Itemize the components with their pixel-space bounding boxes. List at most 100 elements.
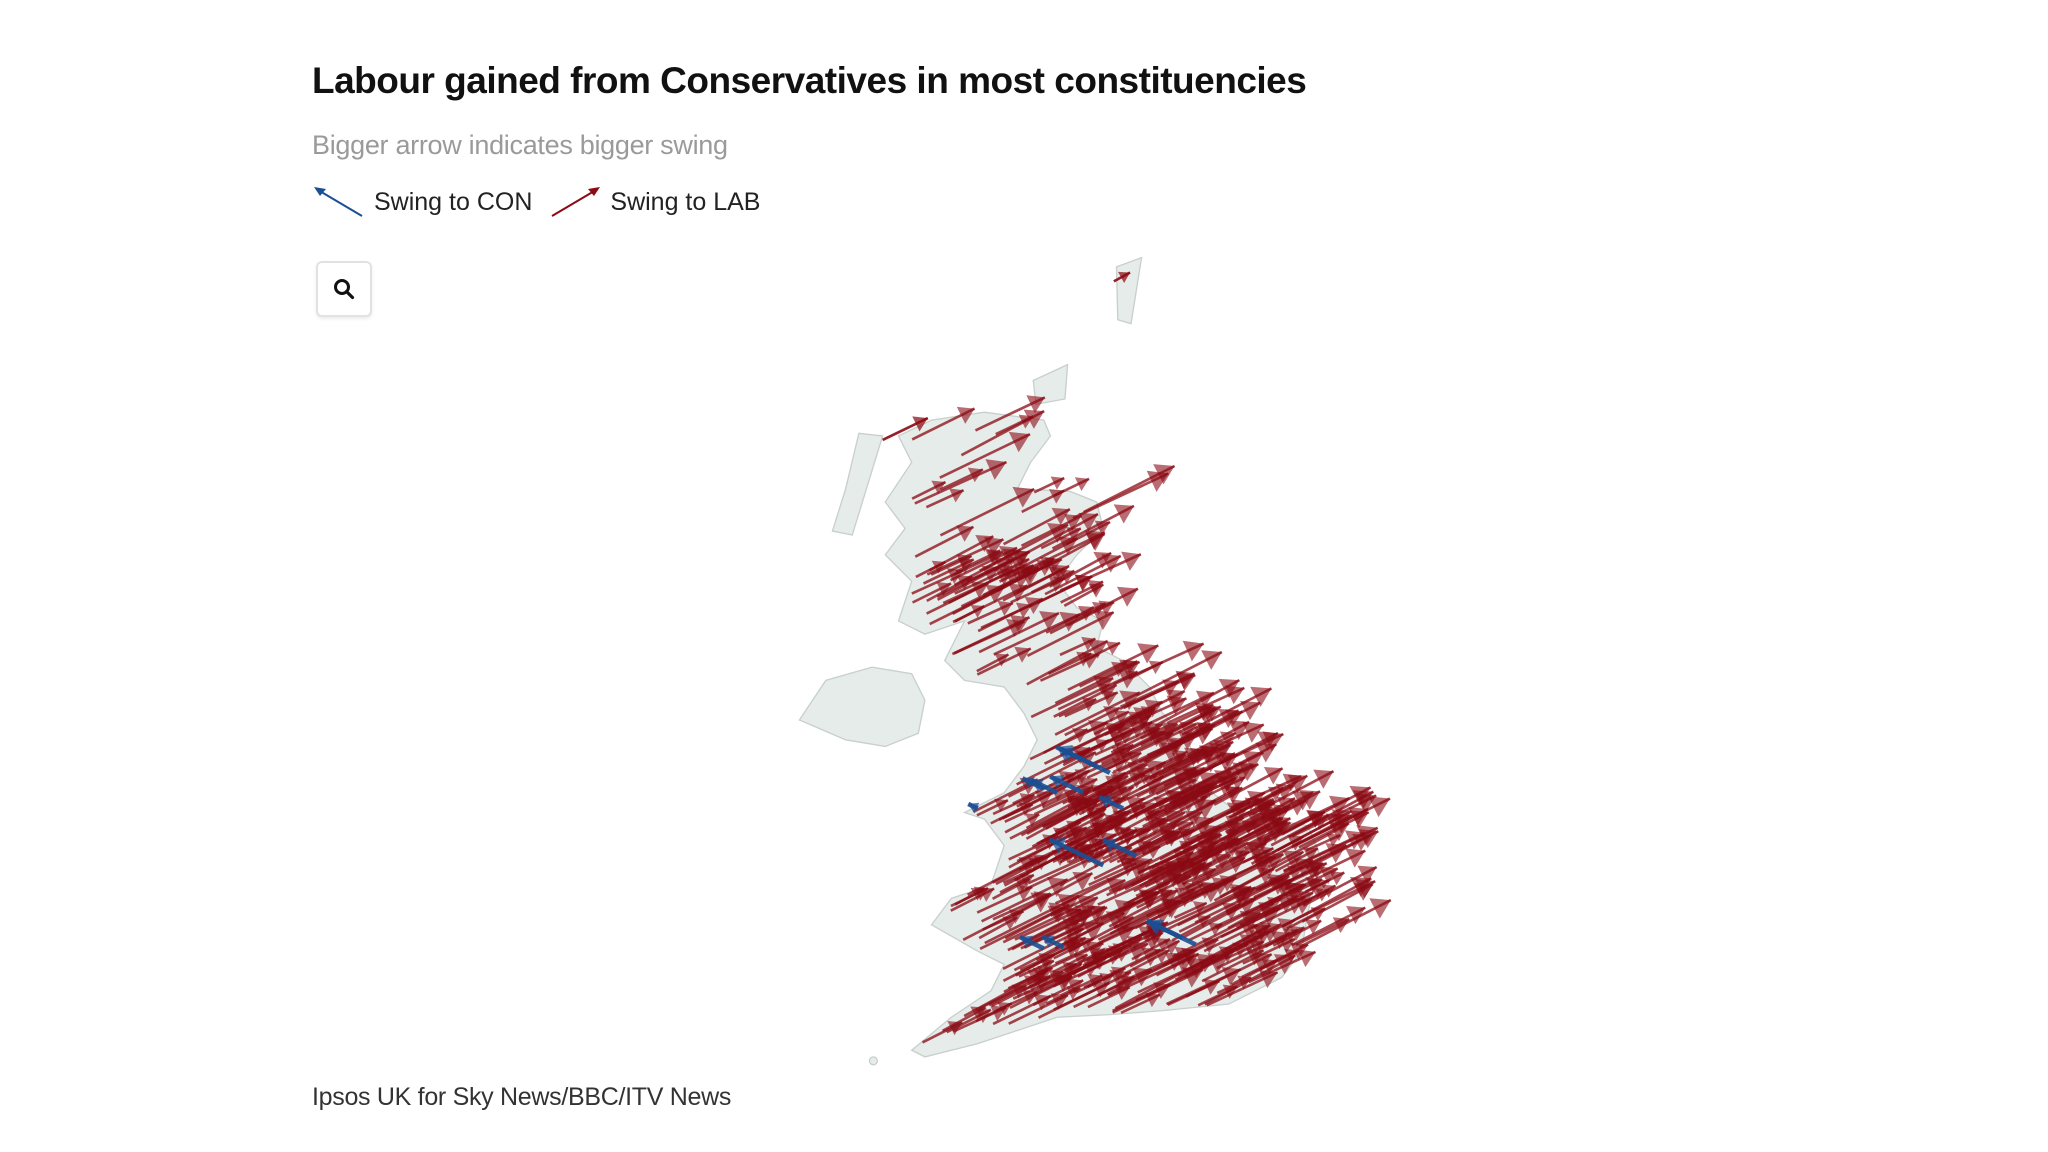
swing-arrow-head [1113, 504, 1134, 524]
swing-arrow-head [1012, 486, 1035, 508]
swing-arrow-head [1062, 961, 1077, 977]
swing-arrow-head [1182, 640, 1204, 662]
swing-arrow-head [1305, 877, 1323, 894]
swing-arrow-head [1195, 690, 1214, 709]
swing-arrow-head [1152, 730, 1174, 751]
swing-arrow-head [1228, 720, 1250, 741]
swing-arrow-head [1250, 686, 1272, 707]
swing-arrow-head [978, 887, 995, 902]
swing-arrow-head [1244, 797, 1259, 811]
swing-arrow-head [1019, 793, 1035, 808]
blue-arrow-icon [314, 187, 363, 217]
swing-arrows-layer [882, 271, 1392, 1044]
swing-arrow-head [1144, 699, 1163, 718]
swing-arrow-head [1196, 914, 1211, 929]
swing-arrow-head [1110, 661, 1127, 677]
swing-arrow-head [1051, 507, 1070, 526]
swing-arrow-head [1011, 984, 1027, 999]
legend-label-con: Swing to CON [374, 187, 533, 216]
swing-arrow-head [998, 545, 1018, 564]
swing-arrow-head [985, 459, 1007, 480]
search-button[interactable] [316, 261, 372, 317]
swing-arrow-head [1050, 476, 1065, 490]
swing-arrow-head [1073, 909, 1092, 927]
swing-arrow-head [1263, 766, 1283, 785]
swing-arrow-head [1145, 925, 1166, 946]
swing-arrow-head [1163, 939, 1180, 955]
legend-item-con: Swing to CON [312, 184, 532, 220]
legend-label-lab: Swing to LAB [610, 187, 761, 216]
swing-arrow-head [1063, 926, 1084, 946]
swing-arrow-head [1169, 739, 1185, 754]
swing-arrow-head [1331, 809, 1352, 829]
swing-arrow-head [1018, 802, 1033, 817]
swing-arrow-head [1116, 726, 1136, 745]
swing-arrow-head [1089, 837, 1105, 853]
scilly-shape [868, 1056, 879, 1066]
swing-arrow-head [1282, 773, 1302, 792]
swing-arrow-head [1112, 943, 1132, 962]
swing-arrow-head [1145, 809, 1160, 824]
swing-arrow-head [1087, 973, 1103, 989]
swing-arrow-head [1332, 917, 1350, 934]
swing-arrow-head [1112, 810, 1126, 824]
swing-arrow-head [1087, 580, 1104, 595]
search-icon [334, 279, 355, 300]
swing-arrow-head [1203, 832, 1222, 851]
swing-arrow-head [1148, 660, 1163, 675]
swing-arrow-head [1277, 918, 1295, 935]
swing-arrow-head [1065, 820, 1081, 835]
swing-arrow-head [1087, 639, 1108, 659]
swing-arrow-head [1130, 857, 1153, 878]
swing-arrow-head [1039, 958, 1054, 973]
swing-arrow-head [1118, 271, 1131, 284]
swing-arrow-head [1113, 709, 1129, 725]
swing-arrow-head [975, 535, 994, 553]
swing-arrow-head [1128, 772, 1146, 789]
swing-arrow-head [956, 406, 975, 424]
swing-arrow-head [1058, 536, 1078, 555]
swing-arrow-head [985, 584, 1005, 604]
legend-item-lab: Swing to LAB [548, 184, 760, 220]
swing-arrow-head [1305, 919, 1322, 935]
swing-arrow-head [1369, 898, 1391, 919]
swing-arrow-head [1090, 905, 1106, 919]
swing-arrow-head [1063, 789, 1078, 803]
swing-arrow-head [1115, 915, 1134, 933]
swing-arrow-head [1180, 844, 1198, 861]
swing-arrow-head [968, 802, 980, 814]
swing-arrow-head [1356, 825, 1378, 847]
swing-arrow-head [1024, 813, 1040, 827]
swing-arrow-head [1099, 795, 1113, 808]
swing-arrow-head [1162, 679, 1179, 696]
swing-arrow-head [1258, 902, 1274, 917]
swing-arrow-head [1166, 695, 1187, 716]
swing-arrow-head [1081, 651, 1099, 669]
swing-arrow-head [1184, 810, 1203, 828]
swing-arrow-head [1121, 551, 1141, 571]
swing-arrow-head [1286, 865, 1303, 881]
swing-arrow-head [1116, 785, 1134, 802]
swing-arrow-head [1190, 747, 1208, 765]
swing-arrow-head [1146, 919, 1162, 933]
swing-arrow-head [1015, 884, 1033, 902]
swing-arrow-head [1355, 878, 1376, 899]
chart-subtitle: Bigger arrow indicates bigger swing [312, 130, 728, 160]
swing-arrow-head [1024, 596, 1043, 615]
swing-arrow-head [1209, 742, 1231, 764]
swing-arrow-head [1092, 981, 1110, 998]
swing-arrow-head [1225, 786, 1240, 800]
swing-arrow-head [1113, 826, 1131, 843]
swing-arrow-head [1074, 477, 1090, 491]
swing-arrow-head [1166, 789, 1185, 807]
swing-arrow-head [1203, 978, 1220, 995]
swing-arrow-head [1357, 865, 1377, 884]
swing-arrow-head [931, 480, 946, 495]
swing-arrow-head [1049, 837, 1067, 854]
swing-arrow-head [1085, 940, 1104, 959]
swing-arrow-head [1225, 815, 1244, 834]
swing-arrow-head [1179, 721, 1197, 739]
swing-arrow-head [1119, 857, 1135, 872]
swing-arrow-head [1157, 821, 1177, 841]
